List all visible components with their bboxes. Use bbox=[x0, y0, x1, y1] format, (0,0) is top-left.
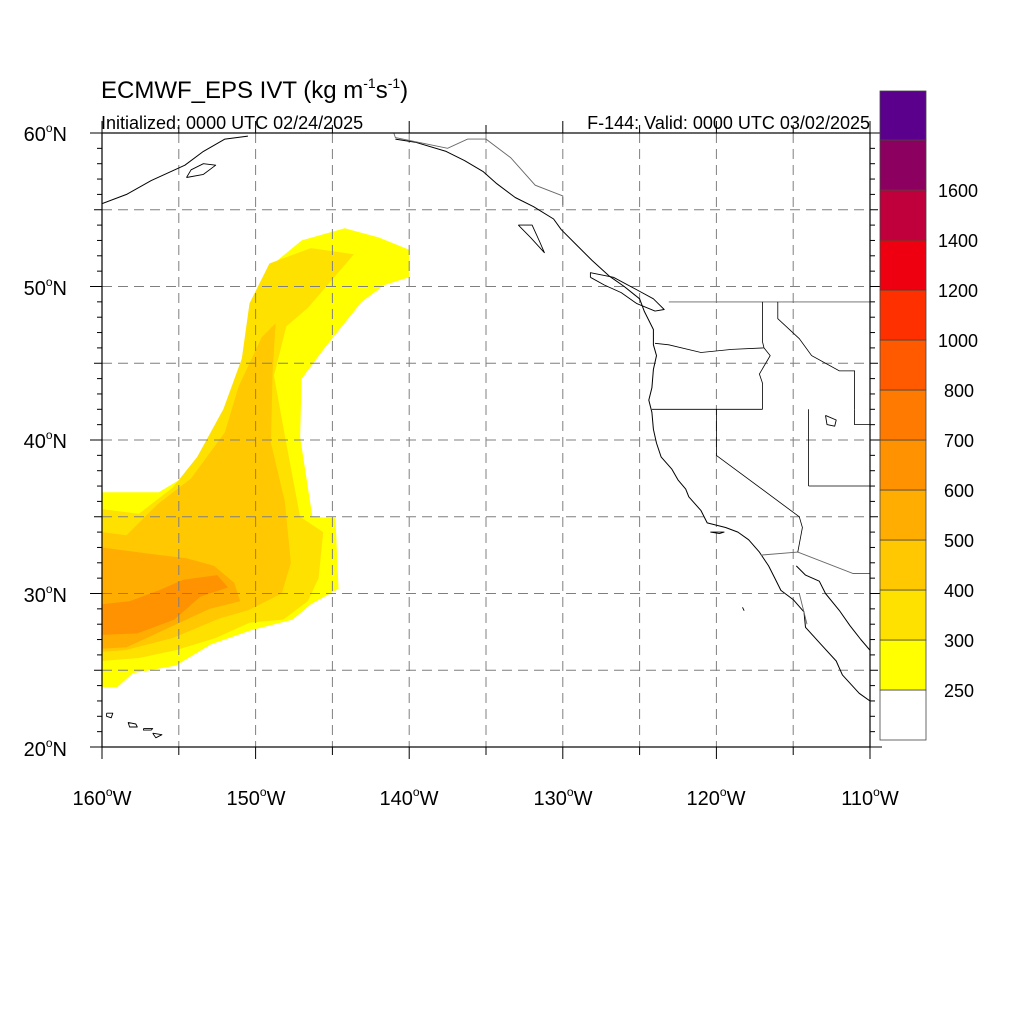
coastline-hawaii-kauai bbox=[106, 712, 114, 719]
colorbar-swatch bbox=[879, 639, 927, 691]
colorbar-label-300: 300 bbox=[944, 631, 974, 651]
coastline-channel-islands bbox=[710, 531, 725, 535]
chart-title: ECMWF_EPS IVT (kg m-1s-1) bbox=[101, 75, 408, 104]
border-alaska-canada-border bbox=[393, 133, 564, 206]
coastline-hawaii-molokai bbox=[143, 728, 154, 731]
coastline-vancouver-island bbox=[589, 272, 665, 312]
init-time-label: Initialized: 0000 UTC 02/24/2025 bbox=[101, 113, 363, 133]
colorbar-swatch bbox=[879, 389, 927, 441]
colorbar-swatch bbox=[879, 339, 927, 391]
coastline-alaska-peninsula bbox=[102, 135, 248, 205]
colorbar-label-500: 500 bbox=[944, 531, 974, 551]
lon-label-160w: 160oW bbox=[73, 785, 132, 810]
coastline-gulf-of-california-east bbox=[795, 565, 870, 651]
lon-label-110w: 110oW bbox=[841, 785, 899, 810]
colorbar-labels: 250 300 400 500 600 700 800 1000 1200 14… bbox=[938, 181, 978, 701]
lon-axis-labels: 160oW 150oW 140oW 130oW 120oW 110oW bbox=[73, 785, 899, 810]
colorbar-label-250: 250 bbox=[944, 681, 974, 701]
colorbar-label-600: 600 bbox=[944, 481, 974, 501]
coastline-hawaii-maui bbox=[152, 732, 163, 739]
valid-time-label: F-144: Valid: 0000 UTC 03/02/2025 bbox=[587, 113, 870, 133]
colorbar-swatch bbox=[879, 689, 927, 741]
lat-label-60: 60oN bbox=[24, 121, 67, 146]
colorbar-label-1000: 1000 bbox=[938, 331, 978, 351]
colorbar-swatch bbox=[879, 139, 927, 191]
coastline-haida-gwaii bbox=[517, 224, 545, 254]
coastline-north-america-west-coast bbox=[395, 138, 870, 702]
axis-ticks bbox=[90, 121, 882, 759]
border-baja-border bbox=[798, 593, 808, 625]
state-line-washington-oregon bbox=[654, 342, 765, 353]
lon-label-130w: 130oW bbox=[534, 785, 593, 810]
graticule bbox=[102, 133, 870, 747]
colorbar: 250 300 400 500 600 700 800 1000 1200 14… bbox=[879, 90, 978, 741]
colorbar-swatch bbox=[879, 289, 927, 341]
state-line-oregon-idaho bbox=[758, 347, 771, 410]
lat-label-50: 50oN bbox=[24, 275, 67, 300]
coastline-guadalupe-island bbox=[742, 607, 745, 611]
colorbar-label-400: 400 bbox=[944, 581, 974, 601]
state-line-wyoming-utah bbox=[854, 409, 870, 425]
coastline-kodiak bbox=[186, 163, 217, 178]
state-line-idaho-montana bbox=[777, 301, 855, 410]
colorbar-swatch bbox=[879, 489, 927, 541]
lon-label-120w: 120oW bbox=[687, 785, 746, 810]
lat-label-20: 20oN bbox=[24, 736, 67, 761]
state-line-washington-idaho bbox=[762, 301, 765, 348]
lat-label-30: 30oN bbox=[24, 582, 67, 607]
colorbar-label-1200: 1200 bbox=[938, 281, 978, 301]
colorbar-label-1400: 1400 bbox=[938, 231, 978, 251]
map-panel bbox=[101, 132, 871, 748]
colorbar-swatch bbox=[879, 539, 927, 591]
coastline-great-salt-lake bbox=[825, 414, 837, 427]
border-us-mexico-border bbox=[760, 551, 870, 574]
coastline-hawaii-oahu bbox=[127, 721, 138, 728]
colorbar-swatch bbox=[879, 90, 927, 141]
colorbar-label-1600: 1600 bbox=[938, 181, 978, 201]
lon-label-140w: 140oW bbox=[380, 785, 439, 810]
state-line-arizona-california bbox=[797, 516, 803, 553]
colorbar-label-700: 700 bbox=[944, 431, 974, 451]
lat-label-40: 40oN bbox=[24, 428, 67, 453]
colorbar-swatch bbox=[879, 189, 927, 241]
lon-label-150w: 150oW bbox=[227, 785, 286, 810]
colorbar-label-800: 800 bbox=[944, 381, 974, 401]
colorbar-swatches bbox=[879, 90, 927, 741]
colorbar-swatch bbox=[879, 239, 927, 291]
colorbar-swatch bbox=[879, 439, 927, 491]
ivt-contour-level-5 bbox=[102, 575, 228, 635]
colorbar-swatch bbox=[879, 589, 927, 641]
geography bbox=[102, 133, 870, 739]
state-line-california-nevada bbox=[716, 409, 800, 518]
lat-axis-labels: 60oN 50oN 40oN 30oN 20oN bbox=[24, 121, 67, 761]
